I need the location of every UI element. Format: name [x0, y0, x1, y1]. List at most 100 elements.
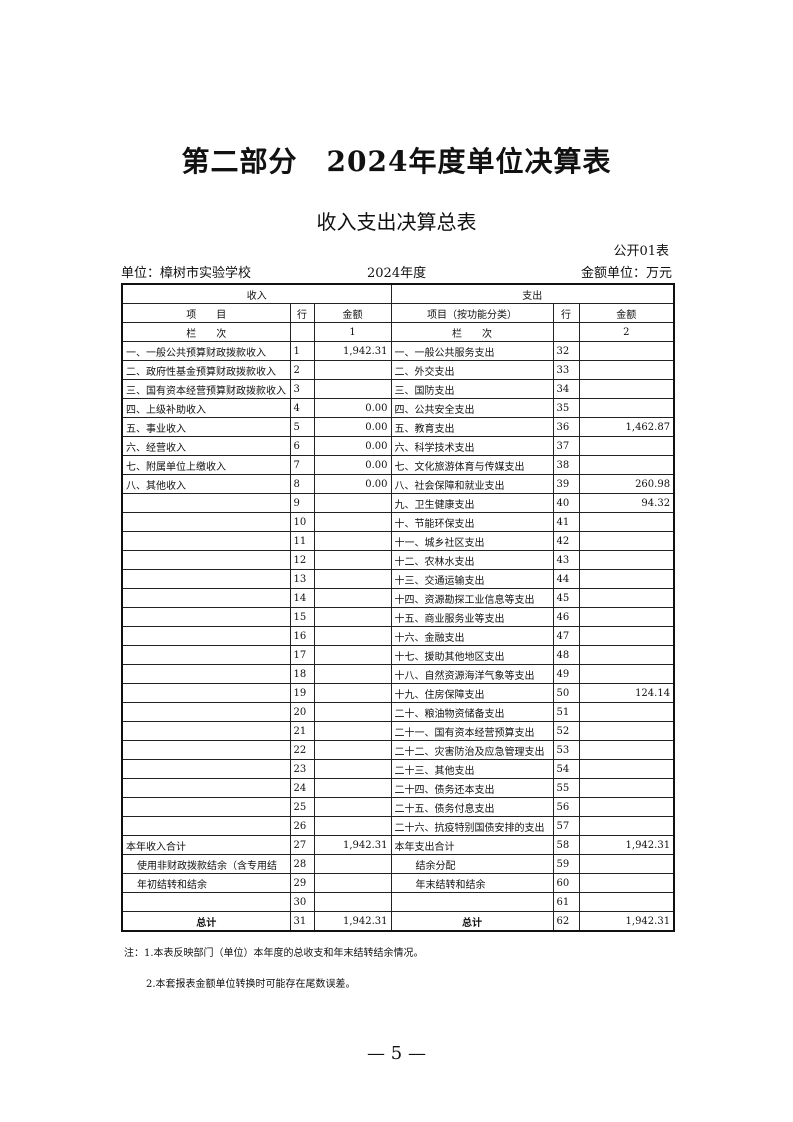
table-title: 收入支出决算总表	[316, 210, 477, 234]
expense-amount: 94.32	[578, 493, 675, 513]
expense-row-no: 44	[552, 569, 580, 589]
income-item	[121, 531, 291, 551]
expense-amount	[578, 531, 675, 551]
expense-amount	[578, 797, 675, 817]
expense-amount	[578, 873, 675, 893]
expense-row-no: 38	[552, 455, 580, 475]
expense-item: 十六、金融支出	[390, 626, 554, 646]
expense-item: 年末结转和结余	[390, 873, 554, 893]
table-row: 21 二十一、国有资本经营预算支出 52	[121, 721, 675, 741]
income-row-no: 31	[289, 911, 315, 932]
expense-amount	[578, 702, 675, 722]
expense-amount	[578, 645, 675, 665]
expense-row-no: 54	[552, 759, 580, 779]
income-amount	[313, 854, 392, 874]
income-item: 五、事业收入	[121, 417, 291, 437]
expense-item: 十一、城乡社区支出	[390, 531, 554, 551]
table-row: 25 二十五、债务付息支出 56	[121, 797, 675, 817]
income-amount	[313, 816, 392, 836]
income-row-no: 22	[289, 740, 315, 760]
expense-item: 十四、资源勘探工业信息等支出	[390, 588, 554, 608]
income-amount: 0.00	[313, 474, 392, 494]
income-row-no: 14	[289, 588, 315, 608]
income-item	[121, 626, 291, 646]
income-row-no: 26	[289, 816, 315, 836]
income-amount	[313, 873, 392, 893]
income-item: 年初结转和结余	[121, 873, 291, 893]
income-item	[121, 740, 291, 760]
income-item	[121, 721, 291, 741]
income-amount	[313, 892, 392, 912]
page-title: 第二部分 2024年度单位决算表	[181, 145, 612, 178]
income-amount: 1,942.31	[313, 911, 392, 932]
expense-item: 七、文化旅游体育与传媒支出	[390, 455, 554, 475]
amount-unit: 金额单位：万元	[580, 266, 672, 281]
fiscal-year: 2024年度	[367, 266, 427, 281]
table-row: 24 二十四、债务还本支出 55	[121, 778, 675, 798]
expense-amount	[578, 626, 675, 646]
table-row: 18 十八、自然资源海洋气象等支出 49	[121, 664, 675, 684]
expense-amount	[578, 664, 675, 684]
income-row-no: 24	[289, 778, 315, 798]
income-item	[121, 816, 291, 836]
income-amount	[313, 550, 392, 570]
income-amount	[313, 512, 392, 532]
income-row-no: 3	[289, 379, 315, 399]
table-row: 23 二十三、其他支出 54	[121, 759, 675, 779]
expense-column-order: 栏 次	[390, 322, 554, 342]
expense-row-no: 37	[552, 436, 580, 456]
expense-row-no: 61	[552, 892, 580, 912]
expense-item: 二十六、抗疫特别国债安排的支出	[390, 816, 554, 836]
income-row-no: 13	[289, 569, 315, 589]
expense-item: 十九、住房保障支出	[390, 683, 554, 703]
table-row: 17 十七、援助其他地区支出 48	[121, 645, 675, 665]
income-amount	[313, 759, 392, 779]
expense-amount	[578, 398, 675, 418]
table-row: 9 九、卫生健康支出 40 94.32	[121, 493, 675, 513]
note-1: 注：1.本表反映部门（单位）本年度的总收支和年末结转结余情况。	[124, 948, 424, 959]
income-amount-header: 金额	[313, 303, 392, 323]
table-row: 本年收入合计 27 1,942.31 本年支出合计 58 1,942.31	[121, 835, 675, 855]
expense-row-no: 60	[552, 873, 580, 893]
expense-amount	[578, 455, 675, 475]
expense-row-no: 39	[552, 474, 580, 494]
expense-row-no: 46	[552, 607, 580, 627]
header-row-order: 栏 次 1 栏 次 2	[121, 322, 675, 342]
expense-amount: 1,942.31	[578, 911, 675, 932]
table-row: 26 二十六、抗疫特别国债安排的支出 57	[121, 816, 675, 836]
expense-row-no: 59	[552, 854, 580, 874]
income-item	[121, 759, 291, 779]
expense-amount	[578, 607, 675, 627]
table-row: 总计 31 1,942.31 总计 62 1,942.31	[121, 911, 675, 932]
income-amount	[313, 493, 392, 513]
expense-row-no: 42	[552, 531, 580, 551]
income-amount	[313, 531, 392, 551]
income-item	[121, 588, 291, 608]
table-row: 13 十三、交通运输支出 44	[121, 569, 675, 589]
income-item: 三、国有资本经营预算财政拨款收入	[121, 379, 291, 399]
income-amount	[313, 379, 392, 399]
income-item: 一、一般公共预算财政拨款收入	[121, 341, 291, 361]
expense-amount	[578, 569, 675, 589]
expense-item-header: 项目（按功能分类）	[390, 303, 554, 323]
expense-column-number: 2	[578, 322, 675, 342]
expense-item: 二十五、债务付息支出	[390, 797, 554, 817]
table-row: 七、附属单位上缴收入 7 0.00 七、文化旅游体育与传媒支出 38	[121, 455, 675, 475]
income-item: 四、上级补助收入	[121, 398, 291, 418]
expense-item: 十二、农林水支出	[390, 550, 554, 570]
expense-amount	[578, 892, 675, 912]
income-item: 八、其他收入	[121, 474, 291, 494]
income-row-header: 行	[289, 303, 315, 323]
income-column-number: 1	[313, 322, 392, 342]
expense-amount: 1,942.31	[578, 835, 675, 855]
expense-item: 二、外交支出	[390, 360, 554, 380]
notes: 注：1.本表反映部门（单位）本年度的总收支和年末结转结余情况。 2.本套报表金额…	[124, 944, 424, 1006]
income-item: 二、政府性基金预算财政拨款收入	[121, 360, 291, 380]
income-row-no: 18	[289, 664, 315, 684]
expense-item: 四、公共安全支出	[390, 398, 554, 418]
expense-amount: 124.14	[578, 683, 675, 703]
expense-row-no: 43	[552, 550, 580, 570]
income-amount	[313, 360, 392, 380]
header-row-sections: 收入 支出	[121, 283, 675, 304]
expense-amount	[578, 740, 675, 760]
